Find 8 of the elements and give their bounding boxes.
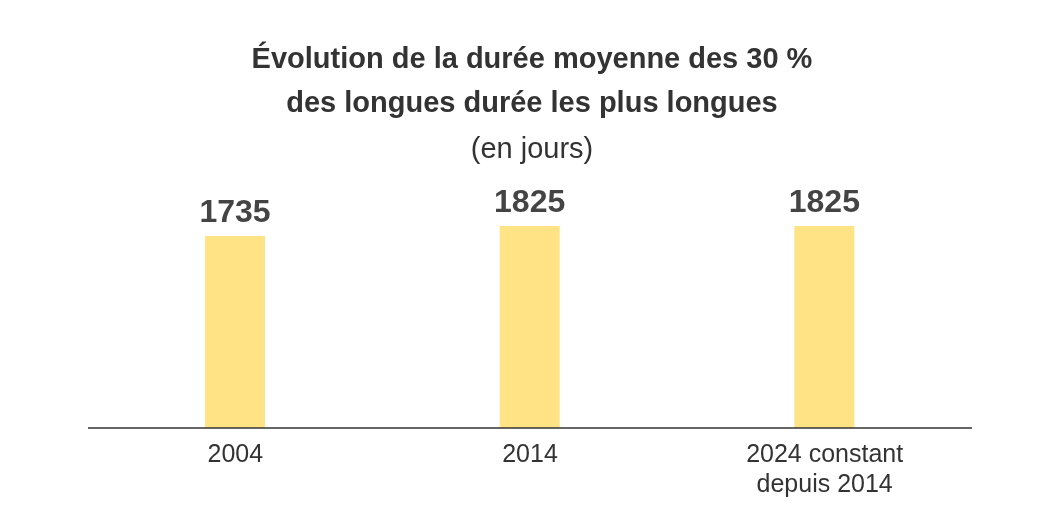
chart-subtitle: (en jours) (469, 131, 595, 166)
data-label: 1735 (199, 192, 271, 229)
x-tick-label: 2004 (207, 439, 264, 467)
chart-title: Évolution de la durée moyenne des 30 % des longues durée les plus longues (250, 40, 814, 120)
data-label: 1825 (494, 183, 566, 219)
x-tick-label: 2014 (502, 439, 558, 467)
x-tick-label: 2024 constant depuis 2014 (746, 439, 904, 497)
data-label: 1825 (788, 183, 860, 219)
